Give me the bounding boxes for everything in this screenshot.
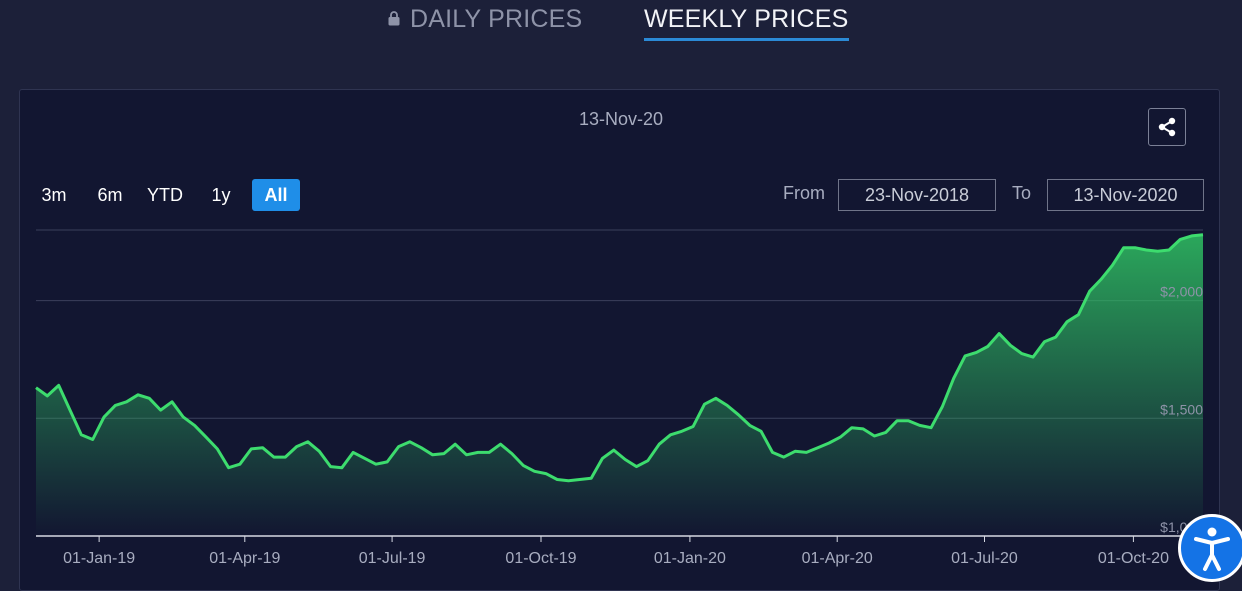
x-tick-label: 01-Oct-19 <box>505 550 576 567</box>
accessibility-button[interactable] <box>1178 514 1242 582</box>
x-tick-label: 01-Jan-20 <box>654 550 726 567</box>
range-button-all[interactable]: All <box>252 179 300 211</box>
range-button-1y[interactable]: 1y <box>211 185 231 205</box>
from-date-input[interactable] <box>838 179 996 211</box>
price-line <box>35 233 1204 483</box>
share-button[interactable] <box>1148 108 1186 146</box>
tab-daily-label: DAILY PRICES <box>410 5 583 33</box>
chart-date-label: 13-Nov-20 <box>578 109 664 129</box>
accessibility-icon <box>1194 527 1230 571</box>
price-area <box>36 234 1203 536</box>
tab-daily-prices[interactable]: DAILY PRICES <box>388 5 582 34</box>
lock-icon <box>388 11 400 26</box>
x-tick-label: 01-Jul-20 <box>951 550 1018 567</box>
y-tick-label: $1,500 <box>1160 401 1203 417</box>
x-tick-label: 01-Oct-20 <box>1098 550 1169 567</box>
to-label: To <box>1012 183 1032 203</box>
x-tick-label: 01-Apr-19 <box>209 550 280 567</box>
range-button-6m[interactable]: 6m <box>97 185 123 205</box>
from-label: From <box>783 183 825 203</box>
to-date-input[interactable] <box>1047 179 1204 211</box>
x-tick-label: 01-Jan-19 <box>63 550 135 567</box>
y-tick-label: $2,000 <box>1160 284 1203 300</box>
range-button-ytd[interactable]: YTD <box>147 185 183 205</box>
x-tick-label: 01-Jul-19 <box>359 550 426 567</box>
x-tick-label: 01-Apr-20 <box>802 550 873 567</box>
x-axis-labels: 01-Jan-19 01-Apr-19 01-Jul-19 01-Oct-19 01-J… <box>63 536 1169 567</box>
price-chart: $1,000$1,500$2,000 01-Jan-19 01-Apr-19 01-… <box>35 229 1204 567</box>
tab-weekly-label: WEEKLY PRICES <box>644 5 849 33</box>
tab-weekly-prices[interactable]: WEEKLY PRICES <box>644 5 849 41</box>
active-tab-indicator <box>644 38 849 41</box>
range-button-3m[interactable]: 3m <box>41 185 67 205</box>
share-icon <box>1158 117 1176 137</box>
price-tabs: DAILY PRICES WEEKLY PRICES <box>0 0 1242 50</box>
